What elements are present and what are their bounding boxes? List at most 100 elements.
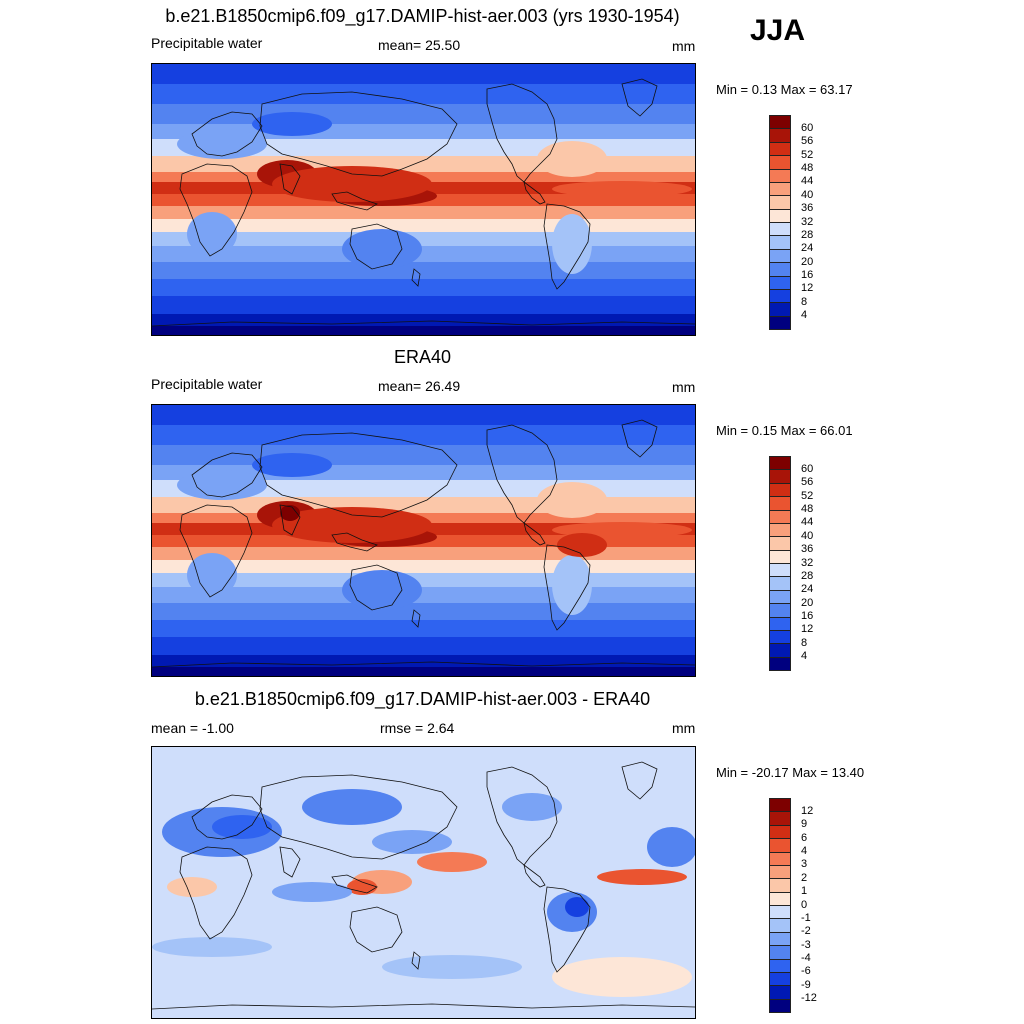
colorbar-swatch bbox=[769, 181, 791, 197]
field-band bbox=[152, 279, 695, 296]
coastline bbox=[543, 886, 591, 973]
field-anomaly bbox=[552, 181, 692, 197]
field-anomaly bbox=[252, 112, 332, 136]
colorbar-tick-label: 48 bbox=[801, 162, 814, 174]
colorbar-tick-label: 24 bbox=[801, 242, 814, 255]
field-anomaly bbox=[272, 507, 432, 543]
panel-1-mean-label: mean= 25.50 bbox=[378, 37, 461, 53]
colorbar-swatch bbox=[769, 469, 791, 484]
colorbar-tick-label: 36 bbox=[801, 202, 814, 215]
colorbar-swatch bbox=[769, 891, 791, 906]
coastline bbox=[179, 504, 253, 598]
coastline bbox=[523, 181, 546, 205]
colorbar-swatch bbox=[769, 945, 791, 960]
colorbar-swatch bbox=[769, 482, 791, 498]
colorbar-tick-label: -12 bbox=[801, 992, 817, 1005]
colorbar-tick-label: 1 bbox=[801, 885, 808, 898]
panel-2-minmax-label: Min = 0.15 Max = 66.01 bbox=[716, 423, 853, 438]
colorbar-swatch bbox=[769, 656, 791, 671]
panel-1-title: b.e21.B1850cmip6.f09_g17.DAMIP-hist-aer.… bbox=[165, 6, 680, 26]
colorbar-tick-label: 60 bbox=[801, 462, 814, 475]
colorbar-swatch bbox=[769, 141, 791, 157]
field-band bbox=[152, 405, 695, 425]
colorbar-tick-label: 56 bbox=[801, 476, 814, 489]
panel-3-map bbox=[151, 746, 696, 1019]
field-band bbox=[152, 84, 695, 104]
colorbar-swatch bbox=[769, 302, 791, 317]
colorbar-tick-label: 4 bbox=[801, 309, 808, 322]
field-band bbox=[152, 326, 695, 335]
coastline bbox=[279, 504, 301, 536]
coastline bbox=[486, 766, 558, 866]
field-anomaly bbox=[177, 470, 267, 500]
colorbar-swatch bbox=[769, 315, 791, 330]
panel-2-title: ERA40 bbox=[393, 347, 452, 367]
field-band bbox=[152, 262, 695, 279]
colorbar-tick-label: -2 bbox=[801, 925, 811, 938]
colorbar-tick-label: 12 bbox=[801, 282, 814, 295]
colorbar-tick-label: 12 bbox=[801, 623, 814, 636]
colorbar-swatch bbox=[769, 195, 791, 210]
colorbar-swatch bbox=[769, 851, 791, 866]
colorbar-tick-label: 16 bbox=[801, 269, 814, 281]
colorbar-swatch bbox=[769, 985, 791, 1000]
diff-anomaly bbox=[152, 937, 272, 957]
colorbar-swatch bbox=[769, 288, 791, 304]
diff-anomaly bbox=[597, 869, 687, 885]
field-anomaly bbox=[272, 166, 432, 202]
colorbar-swatch bbox=[769, 235, 791, 250]
diff-anomaly bbox=[502, 793, 562, 821]
colorbar-tick-label: 28 bbox=[801, 228, 814, 241]
coastline bbox=[621, 419, 658, 458]
field-band bbox=[152, 620, 695, 637]
panel-2-map bbox=[151, 404, 696, 677]
field-band bbox=[152, 246, 695, 262]
panel-3-colorbar: -12 -9 -6 -4 -3 -2 -1 0 1 2 3 4 6 9 12 bbox=[769, 798, 849, 1013]
diff-anomaly bbox=[647, 827, 695, 867]
diff-anomaly bbox=[552, 957, 692, 997]
colorbar-swatch bbox=[769, 931, 791, 947]
coastline bbox=[279, 846, 301, 878]
field-band bbox=[152, 603, 695, 620]
colorbar-swatch bbox=[769, 509, 791, 524]
colorbar-swatch bbox=[769, 958, 791, 973]
colorbar-tick-label: 44 bbox=[801, 175, 814, 188]
coastline bbox=[152, 661, 695, 668]
panel-1-map bbox=[151, 63, 696, 336]
diff-anomaly bbox=[212, 815, 272, 839]
panel-2-colorbar: 4 8 12 16 20 24 28 32 36 40 44 48 52 56 60 bbox=[769, 456, 849, 671]
coastline bbox=[543, 203, 591, 290]
panel-3-rmse-label: rmse = 2.64 bbox=[380, 720, 455, 736]
colorbar-tick-label: 44 bbox=[801, 516, 814, 529]
colorbar-tick-label: 8 bbox=[801, 636, 808, 649]
panel-3-title: b.e21.B1850cmip6.f09_g17.DAMIP-hist-aer.… bbox=[194, 689, 651, 709]
panel-2-mean-label: mean= 26.49 bbox=[378, 378, 461, 394]
coastline bbox=[179, 846, 253, 940]
diff-anomaly bbox=[347, 879, 377, 895]
colorbar-tick-label: 56 bbox=[801, 135, 814, 148]
colorbar-tick-label: 40 bbox=[801, 529, 814, 542]
diff-anomaly bbox=[417, 852, 487, 872]
colorbar-swatch bbox=[769, 824, 791, 840]
colorbar-swatch bbox=[769, 998, 791, 1013]
coastline bbox=[259, 774, 458, 860]
coastline bbox=[179, 163, 253, 257]
field-band bbox=[152, 587, 695, 603]
field-anomaly bbox=[177, 129, 267, 159]
colorbar-swatch bbox=[769, 563, 791, 578]
coastline bbox=[486, 424, 558, 524]
colorbar-tick-label: 4 bbox=[801, 845, 808, 857]
colorbar-tick-label: 32 bbox=[801, 556, 814, 569]
colorbar-tick-label: 60 bbox=[801, 121, 814, 134]
field-anomaly bbox=[187, 553, 237, 597]
panel-1-colorbar: 4 8 12 16 20 24 28 32 36 40 44 48 52 56 60 bbox=[769, 115, 849, 330]
coastline bbox=[621, 761, 658, 800]
colorbar-tick-label: 16 bbox=[801, 610, 814, 622]
colorbar-swatch bbox=[769, 798, 791, 813]
field-band bbox=[152, 667, 695, 676]
coastline bbox=[191, 794, 263, 840]
colorbar-tick-label: 32 bbox=[801, 215, 814, 228]
colorbar-swatch bbox=[769, 208, 791, 223]
colorbar-swatch bbox=[769, 838, 791, 853]
panel-1-minmax-label: Min = 0.13 Max = 63.17 bbox=[716, 82, 853, 97]
